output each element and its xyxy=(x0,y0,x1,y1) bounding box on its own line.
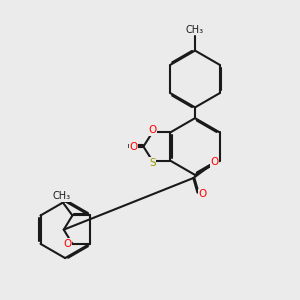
Text: CH₃: CH₃ xyxy=(186,25,204,35)
Text: O: O xyxy=(199,189,207,199)
Text: CH₃: CH₃ xyxy=(52,191,71,201)
Text: S: S xyxy=(149,158,156,168)
Text: O: O xyxy=(130,142,138,152)
Text: O: O xyxy=(63,239,72,249)
Text: O: O xyxy=(148,125,157,135)
Text: O: O xyxy=(211,157,219,167)
